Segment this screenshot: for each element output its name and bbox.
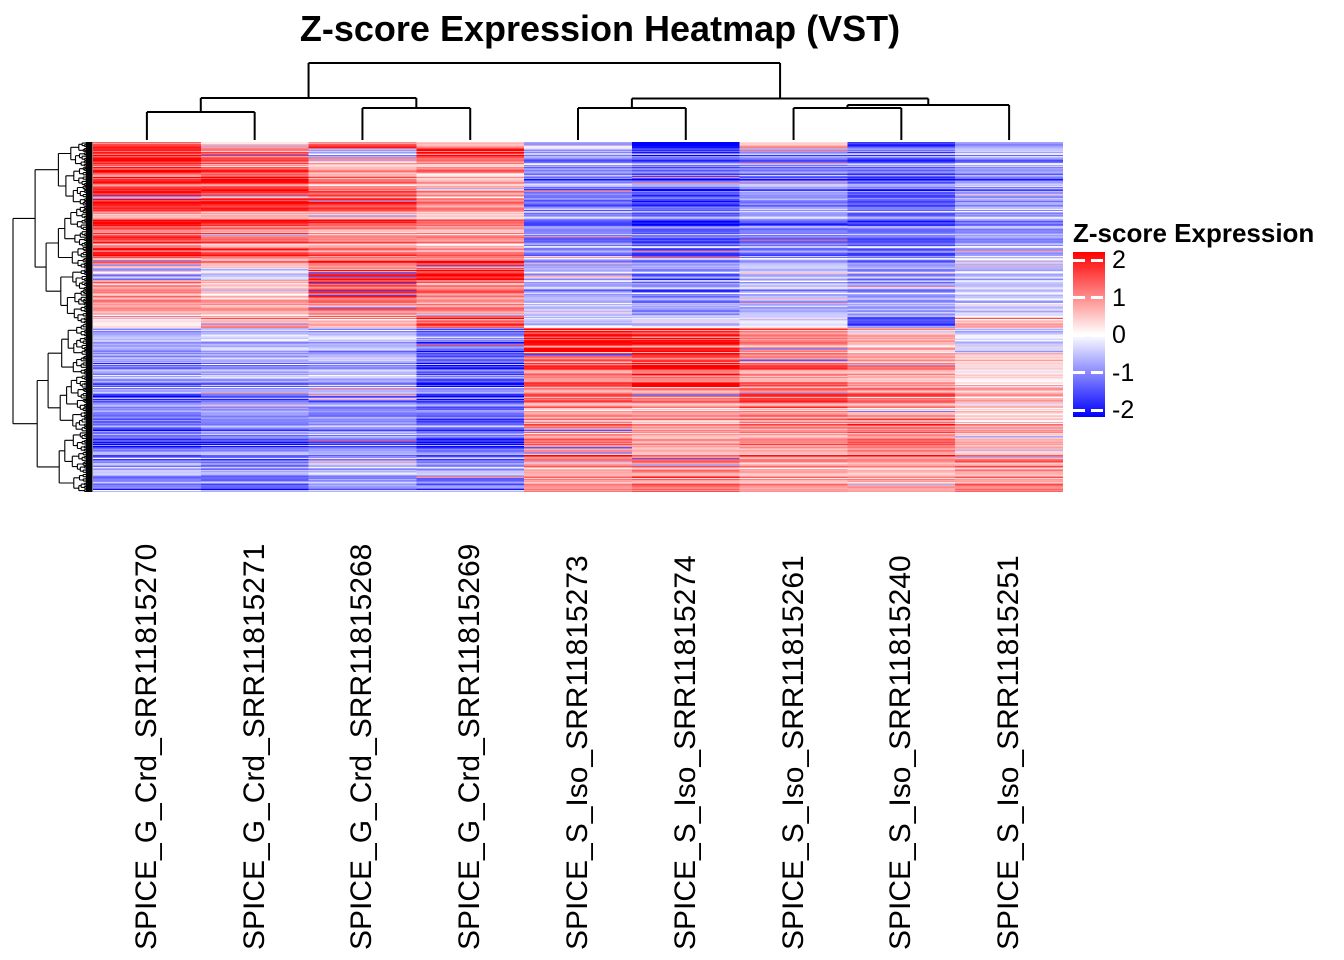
legend-tick-mark [1091,408,1103,412]
legend-tick-mark [1073,333,1085,337]
page-title: Z-score Expression Heatmap (VST) [299,8,901,49]
legend-tick-mark [1091,296,1103,299]
legend-tick-mark [1091,371,1103,374]
column-label: SPICE_S_Iso_SRR11815251 [992,555,1026,950]
legend-tick-mark [1073,296,1085,299]
column-dendrogram [145,62,1011,140]
column-label: SPICE_G_Crd_SRR11815268 [345,543,379,950]
legend-tick-label: -1 [1112,358,1135,387]
column-label: SPICE_S_Iso_SRR11815261 [776,555,810,950]
column-label: SPICE_G_Crd_SRR11815269 [453,543,487,950]
legend-title: Z-score Expression [1073,218,1315,248]
legend-tick-label: 1 [1112,283,1126,312]
heatmap-body [93,142,1063,492]
legend-tick-mark [1091,258,1103,262]
column-label: SPICE_G_Crd_SRR11815271 [237,543,271,950]
legend-tick-mark [1073,408,1085,412]
column-label: SPICE_S_Iso_SRR11815274 [668,555,702,950]
column-label: SPICE_S_Iso_SRR11815240 [884,555,918,950]
legend-tick-mark [1073,258,1085,262]
legend-tick-label: -2 [1112,396,1135,424]
legend-tick-mark [1091,333,1103,337]
legend-tick-label: 2 [1112,246,1126,274]
legend-tick-label: 0 [1112,321,1126,349]
row-dendrogram [12,141,93,493]
column-label: SPICE_S_Iso_SRR11815273 [561,555,594,950]
legend-tick-mark [1073,371,1085,374]
column-label: SPICE_G_Crd_SRR11815270 [129,543,163,950]
